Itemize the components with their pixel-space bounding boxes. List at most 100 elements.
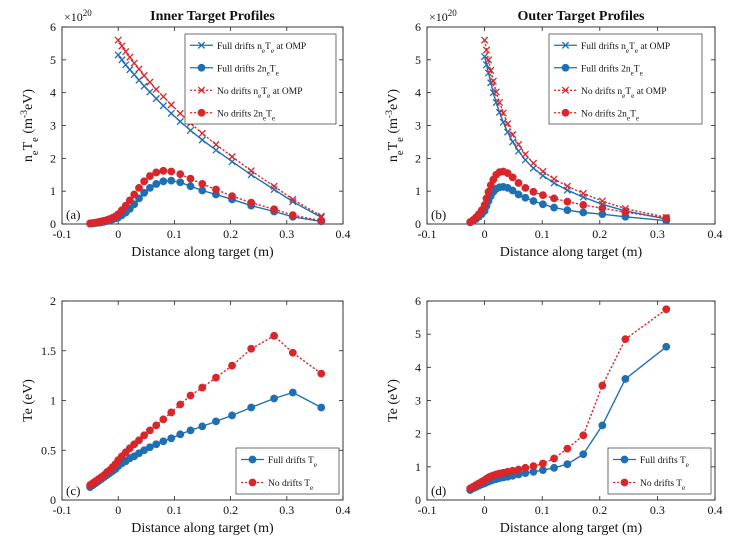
data-point: [508, 173, 517, 182]
legend-entry: No drifts 2neTe: [217, 108, 275, 122]
data-point: [186, 126, 195, 135]
y-tick-label: 1: [50, 394, 56, 408]
data-point: [482, 194, 491, 203]
data-point: [247, 344, 256, 353]
data-point: [563, 206, 572, 215]
y-tick-label: 1.5: [41, 344, 56, 358]
y-tick-label: 0: [50, 217, 56, 231]
x-axis-label: Distance along target (m): [500, 521, 643, 536]
x-axis-label: Distance along target (m): [131, 521, 274, 536]
x-axis-label: Distance along target (m): [500, 245, 643, 260]
data-point: [579, 189, 587, 198]
data-point: [167, 101, 175, 109]
data-point: [145, 443, 154, 452]
data-point: [480, 36, 489, 44]
panel-tag-label: (d): [431, 483, 446, 498]
data-point: [159, 437, 168, 446]
panel-tag-label: (c): [66, 483, 80, 498]
x-tick-label: 0.4: [336, 227, 351, 241]
data-point: [492, 88, 500, 96]
data-point: [126, 53, 134, 61]
data-point: [662, 342, 671, 351]
legend: Full drifts neTe at OMP Full drifts 2neTe…: [548, 33, 703, 125]
data-point: [159, 415, 168, 424]
data-point: [159, 166, 168, 175]
series-line: [483, 39, 667, 219]
data-point: [145, 183, 154, 192]
data-point: [152, 85, 160, 94]
data-point: [152, 180, 161, 188]
series-no-drifts-1: [86, 331, 326, 489]
data-point: [176, 178, 185, 187]
data-point: [176, 170, 185, 178]
data-point: [186, 426, 195, 435]
data-point: [288, 388, 297, 397]
data-point: [621, 208, 630, 217]
panel-title: Inner Target Profiles: [150, 9, 275, 24]
data-point: [538, 466, 547, 475]
y-axis-label: neTe (m-3eV): [384, 89, 406, 162]
data-point: [317, 216, 326, 225]
legend-marker: [248, 478, 257, 487]
data-point: [482, 61, 491, 69]
data-point: [186, 182, 195, 191]
data-point: [662, 305, 671, 314]
data-point: [288, 348, 297, 357]
data-point: [270, 394, 278, 403]
data-point: [621, 335, 630, 344]
data-point: [212, 417, 220, 426]
data-point: [167, 408, 176, 417]
data-point: [487, 66, 495, 74]
series-no-drifts-1: [466, 305, 671, 493]
data-point: [514, 179, 523, 187]
data-point: [499, 109, 507, 117]
data-point: [270, 331, 278, 340]
legend-entry: Full drifts 2neTe: [217, 63, 279, 77]
y-tick-label: 5: [415, 53, 421, 67]
data-point: [167, 434, 176, 443]
data-point: [212, 373, 220, 382]
data-point: [563, 444, 572, 453]
data-point: [514, 465, 523, 474]
legend-entry: No drifts 2neTe: [581, 108, 639, 122]
data-point: [484, 56, 493, 64]
data-point: [167, 109, 175, 118]
y-scale-factor: ×1020: [64, 8, 92, 24]
legend-marker: [248, 455, 257, 464]
x-tick-label: 0: [115, 227, 121, 241]
data-point: [509, 138, 517, 146]
x-tick-label: 0.4: [708, 227, 723, 241]
legend-marker: [620, 455, 629, 464]
data-point: [550, 454, 558, 463]
data-point: [317, 403, 326, 412]
data-point: [135, 436, 143, 445]
data-point: [152, 421, 161, 430]
x-tick-label: 0.1: [535, 503, 550, 517]
series-no-drifts-2: [114, 36, 325, 220]
y-tick-label: 1: [415, 184, 421, 198]
data-point: [662, 214, 671, 222]
data-point: [563, 197, 572, 206]
data-point: [480, 201, 489, 209]
x-tick-label: -0.1: [418, 227, 437, 241]
x-tick-label: -0.1: [53, 503, 72, 517]
series-no-drifts-3: [466, 167, 671, 226]
data-point: [140, 177, 149, 186]
data-point: [539, 167, 547, 176]
legend-marker: [561, 41, 570, 49]
data-point: [198, 129, 206, 138]
x-tick-label: 0.3: [279, 503, 294, 517]
data-point: [198, 136, 206, 144]
data-point: [495, 98, 504, 107]
data-point: [140, 431, 149, 440]
legend-entry: Full drifts neTe at OMP: [581, 41, 670, 55]
data-point: [145, 426, 154, 435]
x-tick-label: 0.2: [223, 227, 238, 241]
data-point: [529, 462, 538, 471]
data-point: [598, 421, 607, 430]
data-point: [176, 117, 184, 126]
x-tick-label: 0.1: [167, 227, 182, 241]
data-point: [198, 383, 207, 392]
